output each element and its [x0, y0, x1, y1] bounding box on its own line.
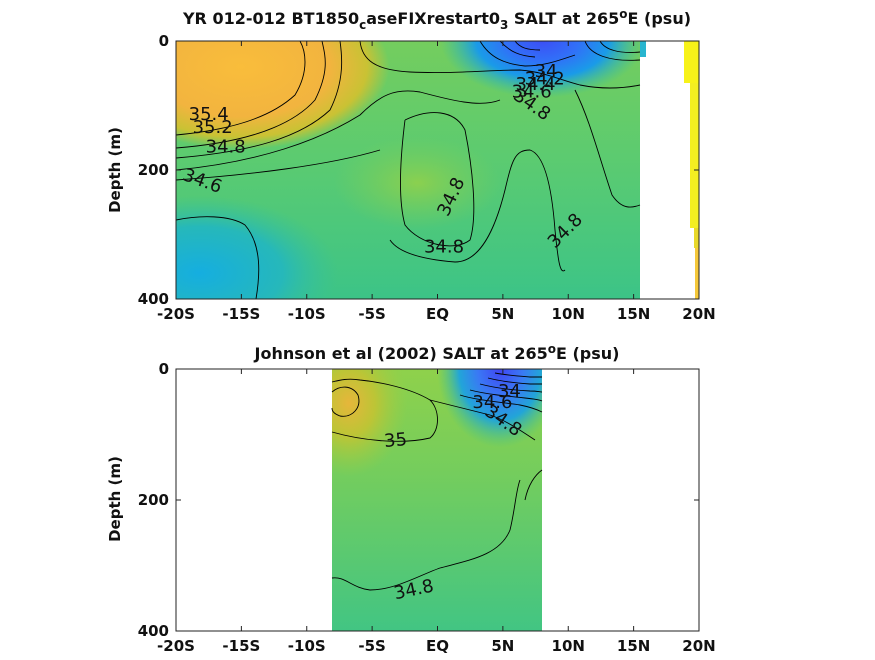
y-tick-label: 200: [138, 161, 169, 179]
observation-x-ticks: -20S -15S -10S -5S EQ 5N 10N 15N 20N: [157, 369, 716, 655]
observation-y-ticks: 0 200 400: [138, 360, 699, 640]
y-tick-label: 200: [138, 491, 169, 509]
x-tick-label: -10S: [288, 305, 326, 323]
title-part-suffix: E (psu): [628, 9, 692, 28]
title-part-prefix: Johnson et al (2002) SALT at 265: [254, 344, 548, 363]
contour-label: 35.2: [193, 117, 233, 138]
contour-label: 34.8: [424, 236, 464, 257]
y-tick-label: 0: [159, 32, 169, 50]
observation-y-axis-label: Depth (m): [106, 456, 124, 542]
contour-label: 34.4: [516, 74, 556, 95]
x-tick-label: -5S: [358, 637, 385, 655]
title-part-prefix: YR 012-012 BT1850: [182, 9, 359, 28]
y-tick-label: 0: [159, 360, 169, 378]
observation-chart-title: Johnson et al (2002) SALT at 265oE (psu): [254, 342, 620, 363]
y-tick-label: 400: [138, 622, 169, 640]
title-part-rest: SALT at 265: [508, 9, 619, 28]
observation-contour-lines: [331, 372, 543, 591]
contour-label: 34.2: [525, 69, 565, 90]
contour-label: 35: [383, 429, 408, 452]
title-part-sub2: 3: [500, 18, 508, 32]
contour-label: 34: [535, 61, 558, 82]
model-x-ticks: -20S -15S -10S -5S EQ 5N 10N 15N 20N: [157, 41, 716, 323]
x-tick-label: 5N: [491, 305, 514, 323]
title-part-sup: o: [548, 342, 556, 356]
model-contour-lines: [176, 41, 641, 299]
x-tick-label: -20S: [157, 637, 195, 655]
title-part-sub1: c: [359, 18, 366, 32]
contour-label: 34: [498, 381, 521, 402]
x-tick-label: -10S: [288, 637, 326, 655]
contour-label: 34.8: [206, 136, 246, 157]
model-y-ticks: 0 200 400: [138, 32, 699, 308]
x-tick-label: 20N: [682, 305, 715, 323]
x-tick-label: -5S: [358, 305, 385, 323]
x-tick-label: 5N: [491, 637, 514, 655]
model-chart-title: YR 012-012 BT1850caseFIXrestart03 SALT a…: [182, 7, 691, 32]
x-tick-label: 20N: [682, 637, 715, 655]
x-tick-label: 15N: [617, 637, 650, 655]
title-part-sup: o: [619, 7, 627, 21]
x-tick-label: -20S: [157, 305, 195, 323]
x-tick-label: EQ: [426, 637, 449, 655]
y-tick-label: 400: [138, 290, 169, 308]
title-part-mid: aseFIXrestart0: [366, 9, 500, 28]
model-y-axis-label: Depth (m): [106, 127, 124, 213]
model-salinity-field: [176, 41, 699, 299]
contour-label: 34.6: [472, 392, 512, 413]
contour-label: 34.6: [512, 82, 552, 103]
x-tick-label: 15N: [617, 305, 650, 323]
x-tick-label: -15S: [222, 637, 260, 655]
x-tick-label: -15S: [222, 305, 260, 323]
title-part-suffix: E (psu): [556, 344, 620, 363]
contour-label: 35.4: [189, 104, 229, 125]
x-tick-label: 10N: [552, 305, 585, 323]
observation-panel: Johnson et al (2002) SALT at 265oE (psu)…: [106, 342, 716, 655]
model-panel: YR 012-012 BT1850caseFIXrestart03 SALT a…: [106, 7, 716, 323]
x-tick-label: 10N: [552, 637, 585, 655]
x-tick-label: EQ: [426, 305, 449, 323]
